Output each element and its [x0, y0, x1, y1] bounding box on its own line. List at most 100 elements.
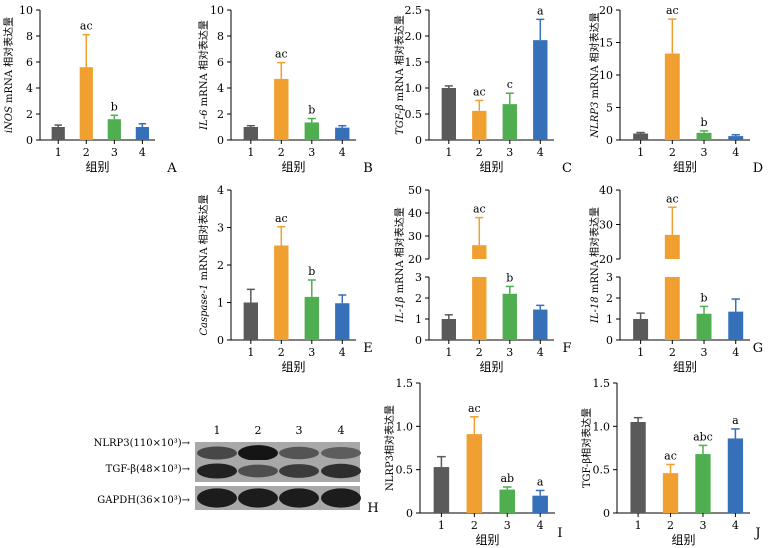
x-tick-label: 1	[637, 146, 644, 159]
significance-label: ac	[664, 449, 677, 462]
bar-A-2	[79, 67, 93, 140]
significance-label: b	[701, 116, 708, 129]
panel-letter: F	[562, 341, 571, 356]
bar-I-1	[433, 467, 450, 513]
y-tick-label: 0	[606, 334, 613, 347]
y-tick-label: 1.0	[593, 420, 611, 433]
x-axis-title: 组别	[671, 533, 695, 547]
y-tick-label: 0.5	[593, 464, 611, 477]
y-axis-title-rest: mRNA 相对表达量	[2, 17, 15, 106]
y-tick-label: 0	[406, 507, 413, 520]
y-tick-label: 5	[606, 102, 613, 115]
chart-panel-A: 0 2 4 6 8 10 1 ac 2 b 3 4 组别 iNOS mRNA 相对表达量 A	[2, 4, 177, 176]
x-axis-title: 组别	[85, 160, 109, 174]
significance-label: b	[111, 100, 118, 113]
bar-J-4	[727, 438, 744, 513]
panel-letter: A	[166, 161, 177, 176]
y-tick-label: 0	[217, 334, 224, 347]
blot-band	[321, 446, 361, 460]
x-tick-label: 3	[701, 146, 708, 159]
significance-label: ac	[80, 20, 93, 33]
blot-band	[238, 488, 278, 508]
y-tick-label: 30	[408, 230, 422, 243]
lane-label: 1	[214, 424, 221, 437]
y-axis-title-rest: NLRP3相对表达量	[383, 405, 396, 491]
x-tick-label: 4	[537, 146, 544, 159]
y-tick-label: 2	[606, 292, 613, 305]
y-tick-label: 0	[415, 334, 422, 347]
bar-C-1	[441, 88, 457, 140]
y-axis-title: NLRP3 mRNA 相对表达量	[588, 12, 601, 138]
bar-F-2-low	[472, 277, 487, 340]
y-tick-label: 0.5	[396, 464, 414, 477]
bar-A-3	[107, 119, 121, 140]
x-tick-label: 4	[339, 346, 346, 359]
blot-band	[321, 488, 361, 508]
bar-C-4	[533, 40, 548, 140]
significance-label: a	[537, 4, 544, 17]
x-tick-label: 2	[471, 519, 478, 532]
x-tick-label: 2	[476, 146, 483, 159]
x-axis-title: 组别	[475, 533, 499, 547]
bar-J-2	[662, 473, 679, 513]
y-tick-label: 1.5	[593, 377, 611, 390]
y-axis-title-italic: IL-1β	[395, 296, 406, 323]
bar-G-4	[728, 311, 744, 340]
chart-panel-I: 0 0.5 1.0 1.5 1 ac 2 ab 3 a 4 组别 NLRP3相对表达量 I	[383, 377, 563, 547]
x-tick-label: 2	[278, 346, 285, 359]
y-axis-title-rest: mRNA 相对表达量	[197, 194, 210, 283]
y-tick-label: 1.5	[405, 56, 423, 69]
bar-B-4	[335, 127, 350, 140]
significance-label: b	[308, 104, 315, 117]
x-tick-label: 4	[732, 346, 739, 359]
significance-label: b	[701, 291, 708, 304]
y-axis-title: NLRP3相对表达量	[383, 405, 396, 491]
y-tick-label: 8	[26, 30, 33, 43]
y-tick-label: 0.5	[405, 108, 423, 121]
y-tick-label: 40	[599, 184, 613, 197]
bar-F-3	[502, 293, 517, 340]
bar-E-2	[274, 245, 289, 340]
blot-band	[279, 446, 319, 460]
y-axis-title-rest: mRNA 相对表达量	[588, 207, 601, 296]
chart-panel-G: 0 1 2 3 20 30 40 1 ac 2 b 3 4 组别 IL-18 mRNA 相对表达量 G	[588, 184, 763, 374]
bar-E-4	[335, 303, 350, 340]
x-tick-label: 4	[732, 519, 739, 532]
x-tick-label: 1	[247, 146, 254, 159]
y-tick-label: 30	[599, 219, 613, 232]
blot-band	[321, 463, 361, 479]
blot-band	[279, 488, 319, 508]
bar-I-2	[466, 434, 483, 513]
blot-band	[197, 446, 237, 460]
y-tick-label: 6	[26, 56, 33, 69]
significance-label: ac	[666, 192, 679, 205]
significance-label: ac	[666, 4, 679, 17]
western-blot-panel: 1 2 3 4 NLRP3(110×10³)→ TGF-β(48×10³)→ GAPDH(3…	[94, 424, 379, 516]
x-tick-label: 1	[635, 519, 642, 532]
y-tick-label: 2	[415, 292, 422, 305]
y-axis-title: IL-6 mRNA 相对表达量	[197, 20, 210, 131]
y-tick-label: 3	[415, 271, 422, 284]
panel-letter: B	[363, 161, 373, 176]
x-axis-title: 组别	[673, 360, 697, 374]
bar-C-2	[472, 110, 487, 140]
significance-label: ab	[500, 472, 514, 485]
y-axis-title: Caspase-1 mRNA 相对表达量	[197, 194, 210, 335]
y-tick-label: 1	[415, 313, 422, 326]
y-tick-label: 20	[599, 253, 613, 266]
y-tick-label: 4	[217, 184, 224, 197]
blot-row-label: NLRP3(110×10³)→	[94, 438, 191, 449]
blot-band	[238, 464, 278, 478]
y-tick-label: 1	[606, 313, 613, 326]
significance-label: c	[507, 78, 513, 91]
y-tick-label: 3	[217, 222, 224, 235]
chart-panel-F: 0 1 2 3 20 30 40 50 1 ac 2 b 3 4 组别 IL-1β mRNA 相对表达量 F	[393, 184, 572, 374]
bar-G-2	[664, 234, 680, 259]
bar-C-3	[502, 104, 517, 140]
y-tick-label: 0	[603, 507, 610, 520]
x-tick-label: 3	[111, 146, 118, 159]
x-tick-label: 4	[537, 519, 544, 532]
significance-label: ac	[473, 85, 486, 98]
y-axis-title: iNOS mRNA 相对表达量	[2, 17, 15, 133]
bar-D-1	[633, 133, 649, 140]
